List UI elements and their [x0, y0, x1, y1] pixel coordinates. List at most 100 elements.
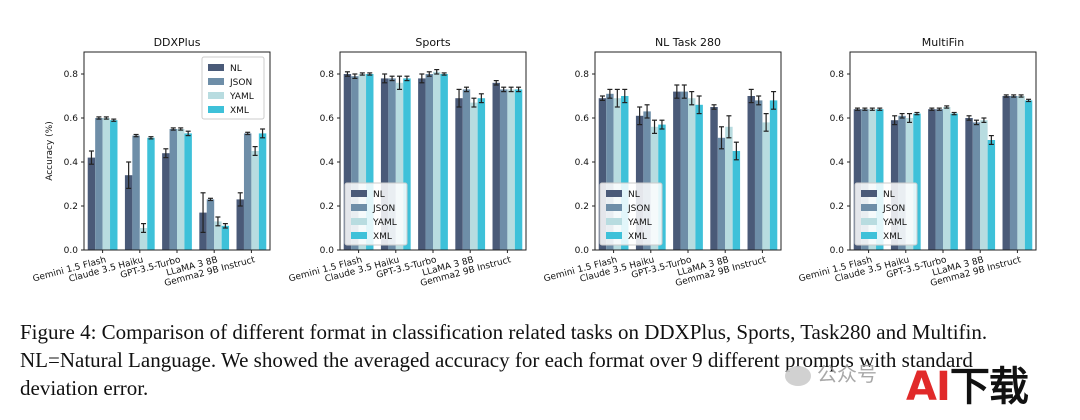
- panel-nl-task-280-ytick-label: 0.0: [575, 246, 590, 256]
- panel-ddxplus-ylabel: Accuracy (%): [45, 121, 55, 181]
- panel-ddxplus-bar-xml-gpt-3-5-turbo: [184, 133, 192, 250]
- panel-ddxplus-bar-nl-gemma2-9b-instruct: [236, 199, 244, 250]
- panel-sports-bar-xml-gemma2-9b-instruct: [514, 89, 523, 251]
- panel-multifin-bar-json-llama-3-8b: [972, 122, 981, 250]
- panel-multifin-bar-xml-gemini-1-5-flash: [876, 109, 884, 250]
- panel-ddxplus-bar-xml-claude-3-5-haiku: [147, 137, 155, 250]
- panel-nl-task-280-title: NL Task 280: [655, 36, 721, 49]
- panel-ddxplus-ytick-label: 0.0: [64, 246, 79, 256]
- panel-ddxplus-bar-nl-claude-3-5-haiku: [124, 175, 133, 250]
- panel-ddxplus-legend: NL JSON YAML XML: [201, 56, 265, 120]
- panel-multifin-frame: [849, 51, 1037, 251]
- panel-sports-legend-swatch-yaml: [351, 218, 367, 225]
- panel-nl-task-280-ytick-label: 0.6: [575, 114, 590, 124]
- panel-nl-task-280-bar-nl-gpt-3-5-turbo: [673, 91, 681, 250]
- panel-sports-bar-xml-claude-3-5-haiku: [403, 78, 411, 251]
- panel-multifin-bar-nl-llama-3-8b: [965, 118, 973, 250]
- caption-line-1: Figure 4: Comparison of different format…: [20, 320, 988, 344]
- caption-line-2: NL=Natural Language. We showed the avera…: [20, 348, 973, 372]
- panel-sports-bar-json-gpt-3-5-turbo: [425, 74, 433, 250]
- panel-ddxplus-bar-json-gpt-3-5-turbo: [169, 129, 177, 250]
- panel-multifin-ytick-label: 0.4: [830, 158, 845, 168]
- panel-multifin-bar-xml-llama-3-8b: [987, 140, 996, 250]
- panel-multifin-legend-label-nl: NL: [883, 190, 895, 200]
- panel-sports-bar-nl-llama-3-8b: [455, 98, 463, 250]
- panel-sports-legend-label-yaml: YAML: [372, 218, 397, 228]
- panel-sports-bar-nl-claude-3-5-haiku: [380, 78, 389, 251]
- panel-nl-task-280-bar-json-claude-3-5-haiku: [643, 111, 651, 251]
- panel-sports-ytick-label: 0.8: [320, 70, 335, 80]
- panel-nl-task-280-bar-xml-gpt-3-5-turbo: [695, 104, 703, 250]
- panel-multifin-bar-xml-claude-3-5-haiku: [913, 113, 921, 250]
- panel-multifin-legend: NL JSON YAML XML: [854, 182, 918, 246]
- panel-sports-bar-xml-llama-3-8b: [477, 98, 486, 250]
- panel-ddxplus-bar-yaml-llama-3-8b: [214, 221, 222, 250]
- panel-ddxplus-legend-label-json: JSON: [229, 78, 252, 88]
- panel-multifin-legend-swatch-json: [861, 204, 877, 211]
- panel-ddxplus-ytick-label: 0.8: [64, 70, 79, 80]
- panel-nl-task-280-bar-json-gpt-3-5-turbo: [680, 91, 688, 250]
- panel-sports-legend-label-xml: XML: [373, 232, 392, 242]
- panel-sports-ytick-label: 0.6: [320, 114, 335, 124]
- panel-ddxplus-legend-swatch-yaml: [208, 92, 224, 99]
- panel-ddxplus-legend-box: [201, 56, 265, 120]
- logo-text-a: AI: [906, 364, 951, 410]
- panel-ddxplus-legend-swatch-json: [208, 78, 224, 85]
- panel-ddxplus-bar-yaml-gemini-1-5-flash: [102, 118, 111, 250]
- panel-ddxplus-legend-label-xml: XML: [230, 106, 249, 116]
- panel-nl-task-280-bar-nl-gemma2-9b-instruct: [747, 96, 755, 250]
- caption-line-3: deviation error.: [20, 376, 149, 400]
- panel-multifin-bar-nl-gemini-1-5-flash: [853, 109, 862, 250]
- panel-nl-task-280-bar-yaml-gemma2-9b-instruct: [762, 122, 770, 250]
- panel-nl-task-280-legend-box: [599, 182, 663, 246]
- panel-ddxplus-bar-xml-llama-3-8b: [221, 225, 230, 250]
- panel-sports-bar-yaml-llama-3-8b: [470, 102, 478, 250]
- panel-sports-bar-yaml-gpt-3-5-turbo: [433, 71, 441, 250]
- panel-multifin-bar-json-gemini-1-5-flash: [861, 109, 869, 250]
- panel-sports-bar-xml-gemini-1-5-flash: [366, 74, 374, 250]
- panel-nl-task-280-ytick-label: 0.2: [575, 202, 589, 212]
- panel-nl-task-280-bar-xml-gemini-1-5-flash: [621, 96, 629, 250]
- panel-multifin-bar-xml-gemma2-9b-instruct: [1024, 100, 1033, 251]
- panel-multifin-bar-json-gpt-3-5-turbo: [935, 109, 943, 250]
- panel-ddxplus-bar-yaml-gpt-3-5-turbo: [177, 129, 185, 250]
- site-logo: AI下载: [906, 364, 1029, 410]
- panel-nl-task-280-bar-json-llama-3-8b: [717, 137, 726, 250]
- panel-nl-task-280-frame: [594, 51, 782, 251]
- panel-multifin-bar-yaml-gpt-3-5-turbo: [943, 107, 951, 250]
- panel-nl-task-280-legend-swatch-xml: [606, 232, 622, 239]
- panel-multifin-bar-yaml-gemma2-9b-instruct: [1017, 96, 1025, 250]
- panel-ddxplus-legend-label-nl: NL: [230, 64, 242, 74]
- panel-nl-task-280-bar-json-gemma2-9b-instruct: [754, 100, 763, 251]
- panel-sports-legend-swatch-xml: [351, 232, 367, 239]
- panel-sports-legend-label-nl: NL: [373, 190, 385, 200]
- panel-multifin-bar-nl-gpt-3-5-turbo: [928, 109, 936, 250]
- panel-nl-task-280-bar-xml-llama-3-8b: [732, 151, 741, 250]
- panel-ddxplus-bar-xml-gemini-1-5-flash: [110, 120, 118, 250]
- figure-caption: Figure 4: Comparison of different format…: [20, 318, 1060, 402]
- panel-sports-bar-json-gemini-1-5-flash: [351, 76, 359, 250]
- panel-multifin-ytick-label: 0.8: [830, 70, 845, 80]
- panel-ddxplus-legend-label-yaml: YAML: [229, 92, 254, 102]
- panel-sports-bar-xml-gpt-3-5-turbo: [440, 74, 448, 250]
- panel-nl-task-280-bar-yaml-gemini-1-5-flash: [613, 98, 622, 250]
- panel-sports-bar-json-gemma2-9b-instruct: [499, 89, 508, 251]
- panel-ddxplus-legend-swatch-nl: [208, 64, 224, 71]
- panel-nl-task-280-bar-nl-llama-3-8b: [710, 107, 718, 250]
- panel-multifin-ytick-label: 0.6: [830, 114, 845, 124]
- figure-panels: DDXPlus 0.0 0.2 0.4 0.6 0.8 Accuracy (%) Gemini…: [32, 36, 1037, 289]
- panel-multifin-bar-xml-gpt-3-5-turbo: [950, 113, 958, 250]
- panel-nl-task-280-ytick-label: 0.4: [575, 158, 590, 168]
- panel-ddxplus-ytick-label: 0.2: [64, 202, 78, 212]
- panel-sports-ytick-label: 0.0: [320, 246, 335, 256]
- panel-sports-bar-nl-gpt-3-5-turbo: [418, 78, 426, 251]
- panel-sports-legend: NL JSON YAML XML: [344, 182, 408, 246]
- panel-ddxplus-bar-nl-gpt-3-5-turbo: [162, 153, 170, 250]
- panel-ddxplus-bar-yaml-claude-3-5-haiku: [139, 228, 148, 250]
- wechat-icon: [785, 365, 811, 386]
- panel-nl-task-280-bar-yaml-gpt-3-5-turbo: [688, 98, 696, 250]
- panel-ddxplus-bar-json-gemini-1-5-flash: [95, 118, 103, 250]
